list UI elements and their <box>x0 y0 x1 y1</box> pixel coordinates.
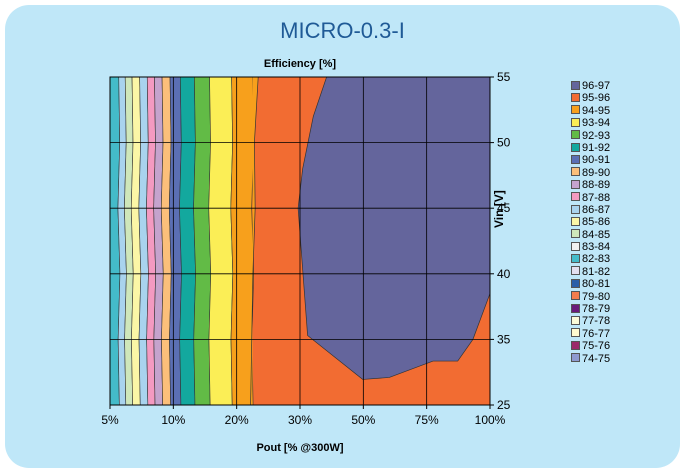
legend-item: 86-87 <box>571 204 610 216</box>
x-tick-label: 100% <box>475 413 506 427</box>
legend-label: 78-79 <box>582 303 611 316</box>
legend-swatch <box>571 340 580 350</box>
legend-swatch <box>571 316 580 326</box>
legend-item: 94-95 <box>571 105 610 117</box>
legend-item: 78-79 <box>571 303 610 315</box>
legend-item: 74-75 <box>571 353 610 365</box>
legend-item: 84-85 <box>571 229 610 241</box>
legend-label: 90-91 <box>582 154 611 167</box>
plot-frame <box>109 76 491 406</box>
legend-item: 81-82 <box>571 266 610 278</box>
legend-label: 94-95 <box>582 104 611 117</box>
efficiency-band-93-94-11 <box>208 76 234 406</box>
legend-label: 89-90 <box>582 166 611 179</box>
legend-label: 82-83 <box>582 253 611 266</box>
legend-label: 92-93 <box>582 129 611 142</box>
legend-label: 77-78 <box>582 315 611 328</box>
efficiency-band-92-93-10 <box>193 76 212 406</box>
legend-item: 75-76 <box>571 340 610 352</box>
chart-subtitle: Efficiency [%] <box>263 58 337 70</box>
legend-swatch <box>571 154 580 164</box>
legend-label: 95-96 <box>582 92 611 105</box>
legend-swatch <box>571 204 580 214</box>
legend-swatch <box>571 328 580 338</box>
legend-item: 96-97 <box>571 80 610 92</box>
legend-label: 80-81 <box>582 278 611 291</box>
y-tick-label: 25 <box>497 398 511 412</box>
y-tick-label: 55 <box>497 70 511 84</box>
legend-item: 89-90 <box>571 167 610 179</box>
x-tick-label: 20% <box>225 413 249 427</box>
y-axis-label: Vin [V] <box>492 190 506 228</box>
legend-item: 77-78 <box>571 315 610 327</box>
legend-label: 74-75 <box>582 352 611 365</box>
legend: 96-97 95-96 94-95 93-94 92-93 91-92 90-91 89-90… <box>571 80 610 365</box>
legend-label: 84-85 <box>582 228 611 241</box>
x-axis-label: Pout [% @300W] <box>256 442 344 454</box>
x-tick-label: 50% <box>351 413 375 427</box>
efficiency-band-90-91-8 <box>168 76 182 406</box>
legend-label: 79-80 <box>582 290 611 303</box>
x-tick-label: 75% <box>415 413 439 427</box>
legend-label: 83-84 <box>582 241 611 254</box>
legend-swatch <box>571 142 580 152</box>
y-tick-label: 35 <box>497 332 511 346</box>
x-tick-label: 10% <box>161 413 185 427</box>
legend-item: 85-86 <box>571 216 610 228</box>
legend-item: 95-96 <box>571 92 610 104</box>
efficiency-region-94-95 <box>250 77 259 405</box>
y-tick-label: 50 <box>497 136 511 150</box>
legend-swatch <box>571 353 580 363</box>
legend-label: 76-77 <box>582 327 611 340</box>
legend-item: 76-77 <box>571 328 610 340</box>
y-tick-label: 40 <box>497 267 511 281</box>
legend-swatch <box>571 278 580 288</box>
legend-swatch <box>571 254 580 264</box>
efficiency-band-94-95-12 <box>230 76 255 406</box>
legend-swatch <box>571 179 580 189</box>
legend-swatch <box>571 291 580 301</box>
legend-swatch <box>571 117 580 127</box>
legend-swatch <box>571 192 580 202</box>
legend-label: 91-92 <box>582 141 611 154</box>
legend-label: 96-97 <box>582 80 611 92</box>
legend-label: 88-89 <box>582 179 611 192</box>
legend-label: 81-82 <box>582 265 611 278</box>
legend-swatch <box>571 105 580 115</box>
efficiency-region-96-97 <box>297 76 491 380</box>
legend-swatch <box>571 303 580 313</box>
legend-swatch <box>571 266 580 276</box>
legend-item: 79-80 <box>571 291 610 303</box>
contour-line-95 <box>250 76 259 406</box>
legend-swatch <box>571 92 580 102</box>
legend-label: 85-86 <box>582 216 611 229</box>
legend-item: 80-81 <box>571 278 610 290</box>
chart-title: MICRO-0.3-I <box>280 18 405 43</box>
efficiency-band-91-92-9 <box>179 76 196 406</box>
legend-label: 87-88 <box>582 191 611 204</box>
legend-swatch <box>571 229 580 239</box>
legend-item: 90-91 <box>571 154 610 166</box>
legend-item: 92-93 <box>571 130 610 142</box>
x-tick-label: 5% <box>101 413 119 427</box>
legend-label: 75-76 <box>582 340 611 353</box>
legend-item: 91-92 <box>571 142 610 154</box>
legend-swatch <box>571 241 580 251</box>
x-tick-label: 30% <box>288 413 312 427</box>
legend-label: 86-87 <box>582 203 611 216</box>
legend-item: 87-88 <box>571 192 610 204</box>
legend-item: 93-94 <box>571 117 610 129</box>
legend-item: 82-83 <box>571 253 610 265</box>
legend-swatch <box>571 167 580 177</box>
legend-swatch <box>571 80 580 90</box>
legend-swatch <box>571 130 580 140</box>
y-tick-label: 45 <box>497 201 511 215</box>
legend-item: 83-84 <box>571 241 610 253</box>
legend-swatch <box>571 216 580 226</box>
legend-label: 93-94 <box>582 117 611 130</box>
legend-item: 88-89 <box>571 179 610 191</box>
